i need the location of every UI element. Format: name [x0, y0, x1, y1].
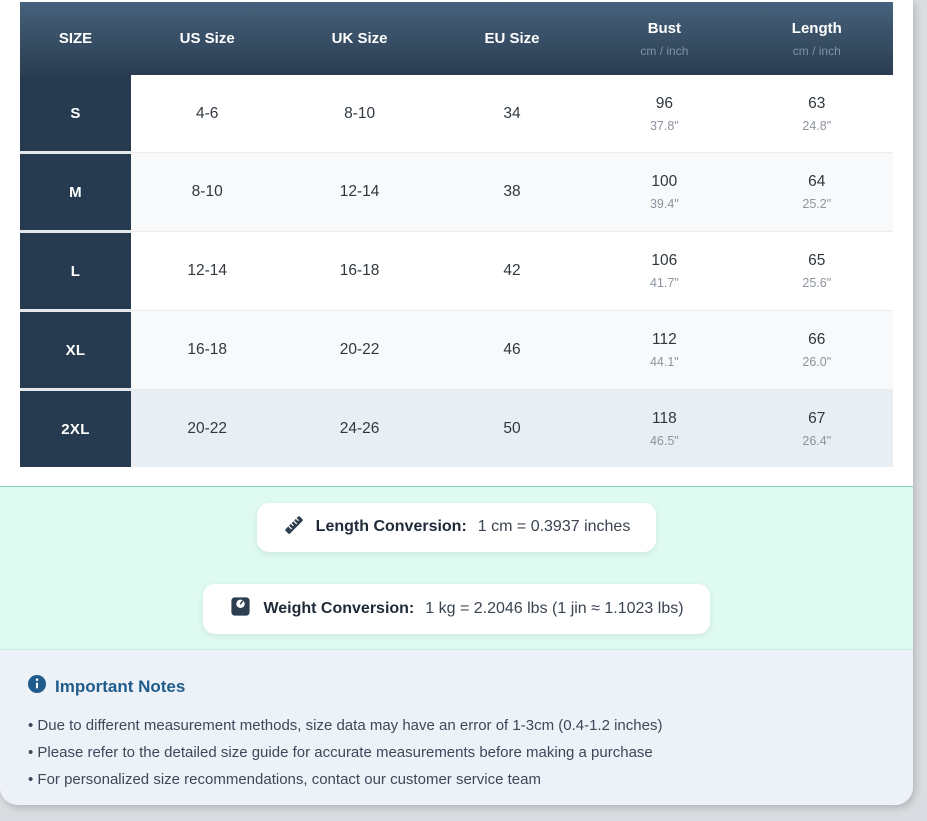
length-cell: 63 24.8"	[740, 75, 893, 153]
length-inch: 24.8"	[802, 118, 832, 133]
us-size-cell: 8-10	[131, 152, 284, 232]
us-size-cell: 12-14	[131, 231, 284, 311]
weight-conversion-pill: Weight Conversion: 1 kg = 2.2046 lbs (1 …	[203, 583, 710, 634]
length-inch: 26.4"	[802, 433, 832, 448]
header-size-label: SIZE	[58, 30, 93, 47]
uk-size-cell: 12-14	[283, 152, 436, 232]
header-us-size: US Size	[131, 2, 284, 75]
size-label-cell: L	[20, 231, 131, 312]
bust-cm: 96	[655, 94, 673, 112]
table-row-s: S 4-6 8-10 34 96 37.8" 63 24.8"	[20, 75, 893, 154]
eu-size-cell: 38	[435, 152, 589, 232]
bust-cell: 112 44.1"	[588, 310, 741, 390]
info-icon	[28, 675, 46, 698]
uk-size-cell: 16-18	[283, 231, 436, 311]
length-cell: 64 25.2"	[740, 152, 893, 232]
header-bust-unit: cm / inch	[640, 43, 689, 58]
size-table-container: SIZE US Size UK Size EU Size Bust cm / in…	[20, 2, 893, 467]
length-cm: 67	[808, 409, 826, 427]
header-eu-label: EU Size	[484, 30, 540, 47]
header-length-label: Length	[791, 19, 842, 37]
table-row-l: L 12-14 16-18 42 106 41.7" 65 25.6"	[20, 231, 893, 312]
size-chart-card: SIZE US Size UK Size EU Size Bust cm / in…	[0, 0, 913, 805]
length-conversion-label: Length Conversion:	[315, 518, 467, 535]
header-bust: Bust cm / inch	[588, 2, 741, 75]
table-row-2xl: 2XL 20-22 24-26 50 118 46.5" 67 26.4"	[20, 389, 893, 467]
bust-cm: 112	[652, 331, 677, 348]
length-cm: 64	[808, 173, 826, 190]
bust-inch: 41.7"	[649, 276, 679, 290]
bust-inch: 44.1"	[649, 355, 679, 369]
size-label-cell: S	[20, 75, 131, 154]
bust-cell: 118 46.5"	[588, 389, 741, 467]
weight-conversion-value: 1 kg = 2.2046 lbs (1 jin ≈ 1.1023 lbs)	[425, 599, 684, 617]
uk-size-cell: 24-26	[283, 389, 436, 467]
header-length-unit: cm / inch	[792, 43, 841, 58]
uk-size-cell: 20-22	[283, 310, 436, 390]
length-cm: 65	[808, 252, 826, 269]
bust-inch: 37.8"	[649, 118, 679, 133]
size-label-cell: 2XL	[20, 389, 131, 467]
header-us-label: US Size	[179, 30, 235, 47]
important-notes-heading: Important Notes	[28, 675, 885, 698]
header-eu-size: EU Size	[435, 2, 589, 75]
us-size-cell: 20-22	[131, 389, 284, 467]
eu-size-cell: 42	[435, 231, 589, 311]
us-size-cell: 4-6	[131, 75, 284, 153]
table-row-m: M 8-10 12-14 38 100 39.4" 64 25.2"	[20, 152, 893, 233]
header-uk-size: UK Size	[283, 2, 436, 75]
uk-size-cell: 8-10	[283, 75, 436, 153]
bust-cell: 106 41.7"	[588, 231, 741, 311]
us-size-cell: 16-18	[131, 310, 284, 390]
header-size: SIZE	[20, 2, 131, 75]
length-cm: 66	[808, 331, 826, 348]
size-label-cell: XL	[20, 310, 131, 391]
note-item-size-guide: Please refer to the detailed size guide …	[28, 739, 885, 766]
length-conversion-value: 1 cm = 0.3937 inches	[477, 518, 631, 535]
length-cell: 65 25.6"	[740, 231, 893, 311]
header-uk-label: UK Size	[331, 30, 388, 47]
important-notes-section: Important Notes Due to different measure…	[0, 650, 913, 805]
note-item-customer-service: For personalized size recommendations, c…	[28, 766, 885, 793]
bust-cm: 118	[652, 409, 677, 427]
size-table: SIZE US Size UK Size EU Size Bust cm / in…	[20, 2, 893, 467]
length-inch: 25.2"	[802, 197, 832, 211]
bust-cm: 100	[651, 173, 678, 190]
bust-cell: 100 39.4"	[588, 152, 741, 232]
length-inch: 26.0"	[802, 355, 832, 369]
weight-conversion-label: Weight Conversion:	[263, 599, 415, 617]
bust-inch: 46.5"	[649, 433, 679, 448]
eu-size-cell: 46	[435, 310, 589, 390]
length-cm: 63	[808, 94, 826, 112]
ruler-icon	[283, 514, 305, 541]
note-item-measurement-error: Due to different measurement methods, si…	[28, 712, 885, 739]
header-length: Length cm / inch	[740, 2, 893, 75]
eu-size-cell: 50	[435, 389, 589, 467]
length-conversion-pill: Length Conversion: 1 cm = 0.3937 inches	[256, 502, 657, 552]
size-table-header: SIZE US Size UK Size EU Size Bust cm / in…	[20, 2, 893, 75]
length-inch: 25.6"	[802, 276, 832, 290]
table-row-xl: XL 16-18 20-22 46 112 44.1" 66 26.0"	[20, 310, 893, 391]
bust-cell: 96 37.8"	[588, 75, 741, 153]
bust-inch: 39.4"	[649, 197, 679, 211]
bust-cm: 106	[651, 252, 678, 269]
weight-scale-icon	[229, 595, 252, 623]
header-bust-label: Bust	[647, 19, 682, 37]
length-cell: 67 26.4"	[740, 389, 893, 467]
size-label-cell: M	[20, 152, 131, 233]
length-cell: 66 26.0"	[740, 310, 893, 390]
eu-size-cell: 34	[435, 75, 589, 153]
important-notes-title-text: Important Notes	[55, 676, 186, 696]
conversion-band: Length Conversion: 1 cm = 0.3937 inches …	[0, 486, 913, 650]
